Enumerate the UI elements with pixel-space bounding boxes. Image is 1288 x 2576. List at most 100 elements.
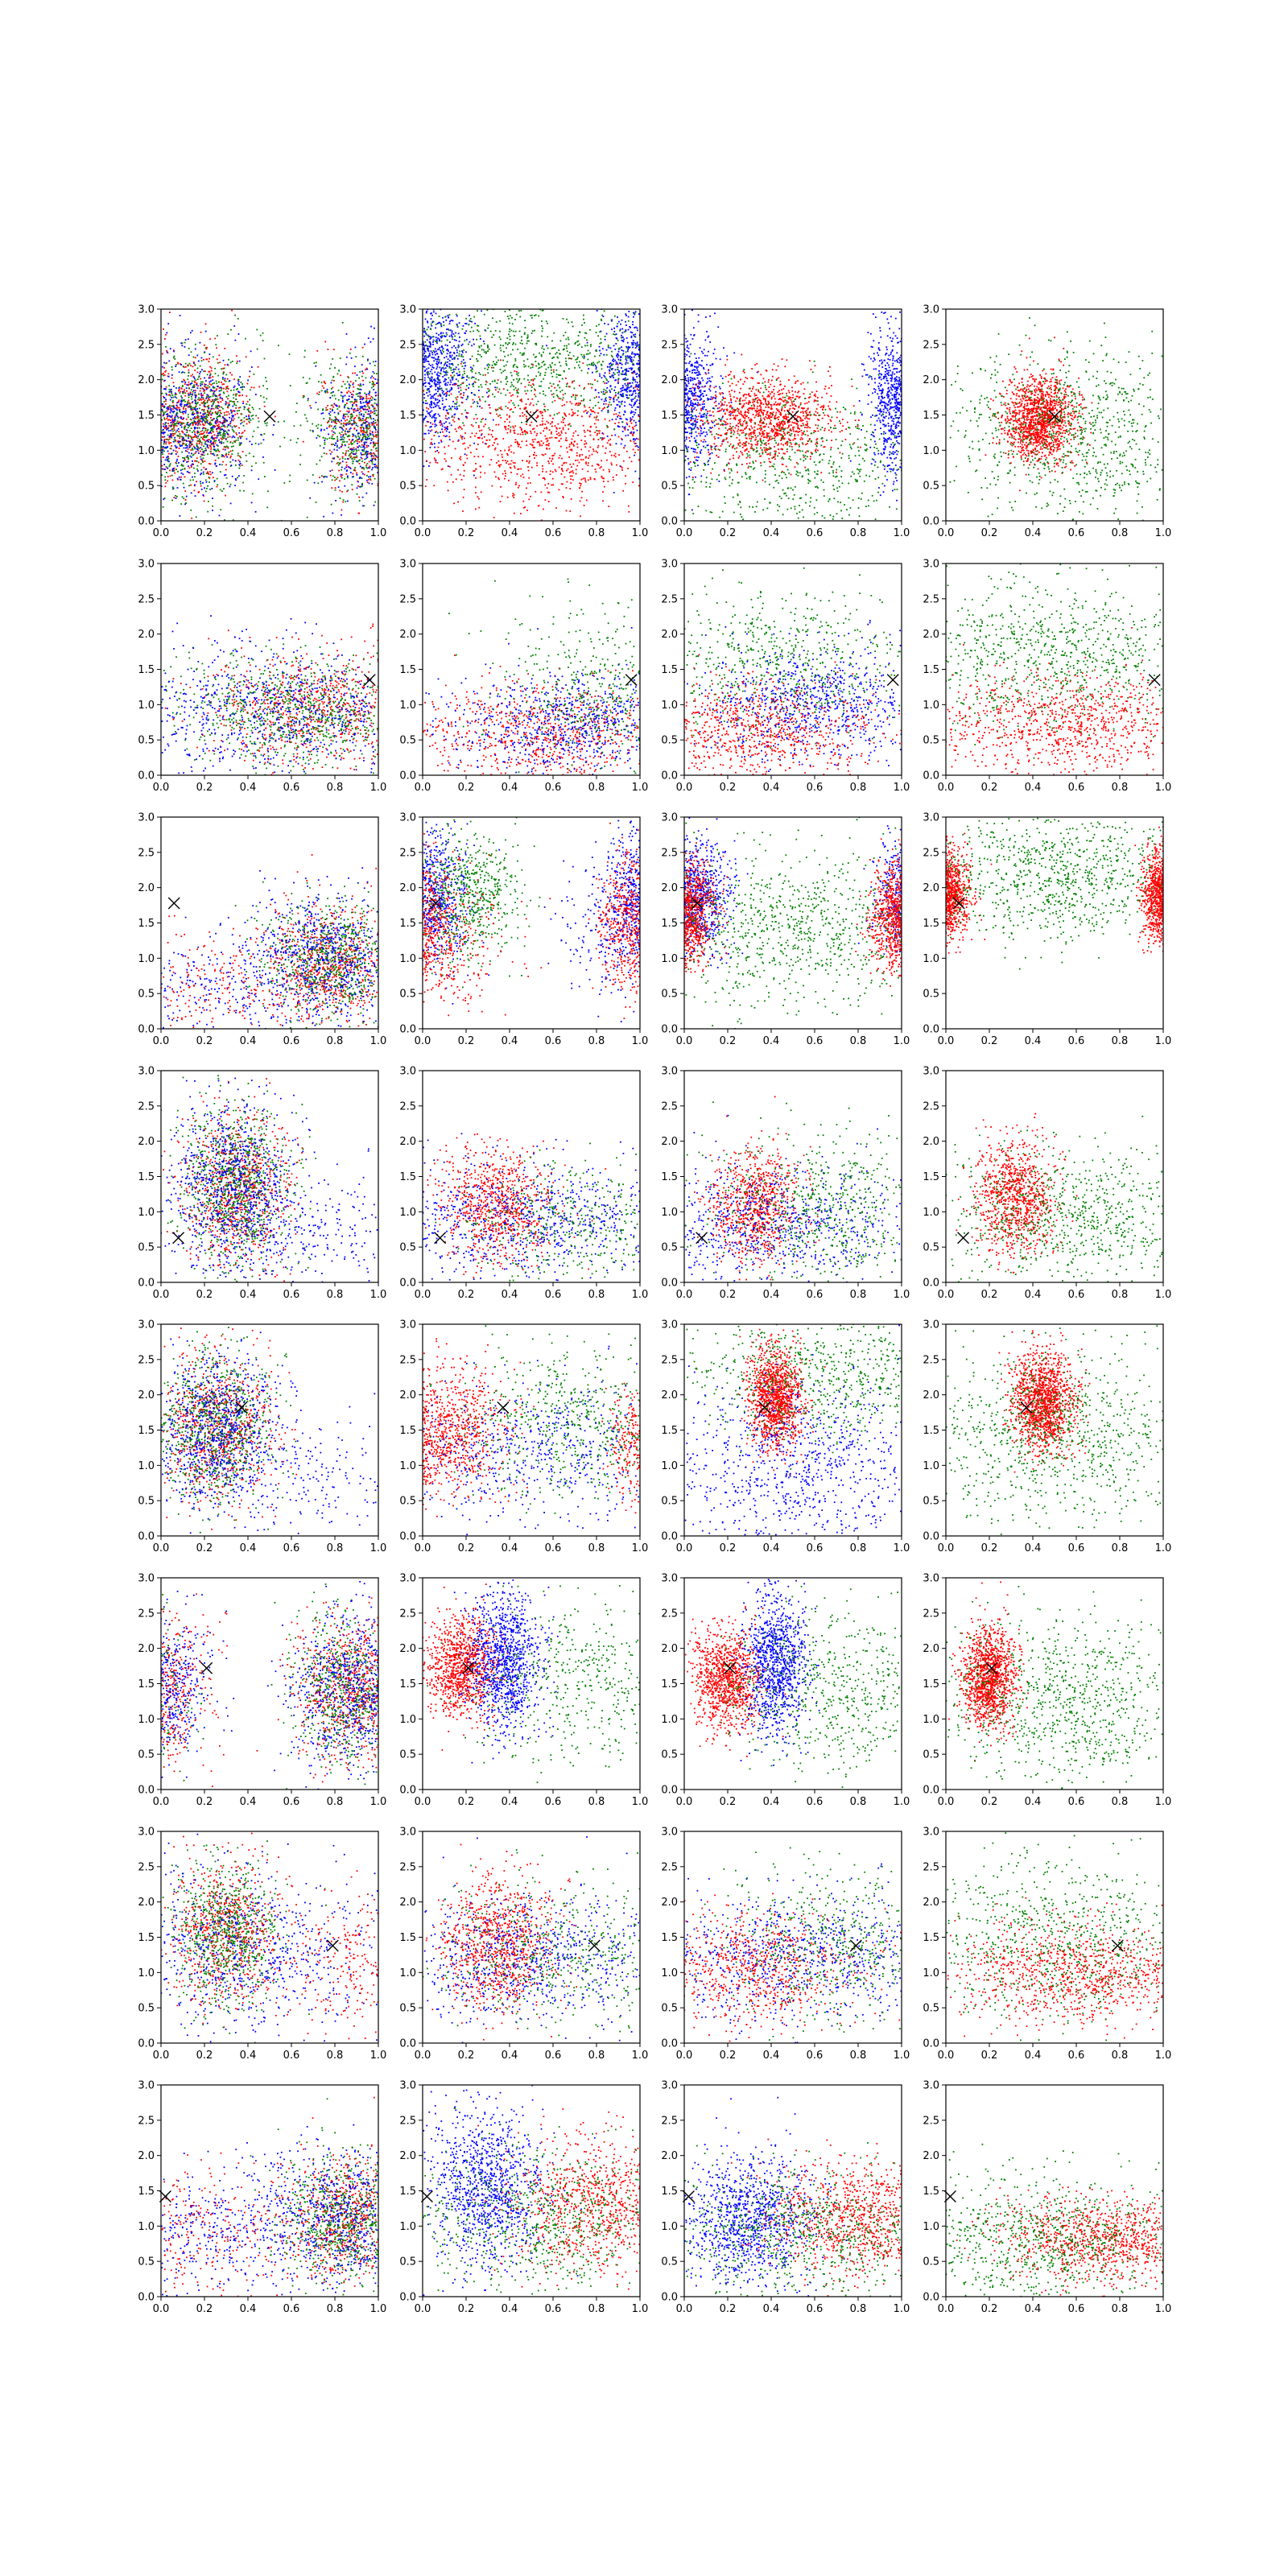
scatter-point xyxy=(216,347,217,349)
scatter-point xyxy=(634,327,635,328)
scatter-point xyxy=(459,322,460,324)
scatter-point xyxy=(336,449,338,451)
scatter-point xyxy=(172,411,174,413)
scatter-point xyxy=(365,411,367,413)
scatter-point xyxy=(258,421,260,423)
scatter-point xyxy=(182,431,184,432)
scatter-point xyxy=(204,414,205,415)
scatter-point xyxy=(200,459,202,460)
scatter-point xyxy=(199,434,200,436)
scatter-point xyxy=(188,424,190,426)
scatter-point xyxy=(631,401,633,402)
scatter-point xyxy=(324,382,326,384)
scatter-point xyxy=(473,402,474,404)
scatter-point xyxy=(295,411,297,413)
scatter-point xyxy=(614,316,616,317)
scatter-point xyxy=(165,363,167,365)
scatter-point xyxy=(559,489,560,490)
scatter-point xyxy=(491,336,493,338)
scatter-point xyxy=(186,404,188,406)
scatter-point xyxy=(485,384,487,386)
scatter-point xyxy=(345,434,347,436)
scatter-point xyxy=(362,373,364,374)
scatter-point xyxy=(515,387,517,389)
scatter-point xyxy=(367,414,369,415)
scatter-point xyxy=(624,374,625,375)
scatter-point xyxy=(543,390,544,392)
scatter-point xyxy=(444,335,445,336)
scatter-point xyxy=(602,500,604,502)
scatter-point xyxy=(572,409,573,411)
scatter-point xyxy=(517,382,518,383)
scatter-point xyxy=(176,425,178,427)
scatter-point xyxy=(167,415,169,417)
scatter-point xyxy=(493,419,494,421)
scatter-point xyxy=(222,417,224,419)
scatter-point xyxy=(635,343,637,345)
scatter-point xyxy=(200,365,201,367)
scatter-point xyxy=(428,382,430,384)
scatter-point xyxy=(182,371,184,373)
scatter-point xyxy=(456,340,457,341)
scatter-point xyxy=(519,316,521,318)
scatter-point xyxy=(358,417,360,419)
scatter-point xyxy=(609,402,610,403)
scatter-point xyxy=(638,368,639,369)
scatter-point xyxy=(345,395,346,397)
scatter-point xyxy=(324,429,325,431)
scatter-point xyxy=(445,320,447,321)
scatter-point xyxy=(625,435,627,436)
scatter-point xyxy=(464,332,466,334)
scatter-point xyxy=(458,345,460,346)
scatter-point xyxy=(367,427,369,428)
scatter-point xyxy=(635,409,637,411)
scatter-point xyxy=(511,384,513,386)
scatter-point xyxy=(367,428,369,430)
scatter-point xyxy=(497,387,498,389)
scatter-point xyxy=(433,350,435,352)
scatter-point xyxy=(163,456,164,458)
scatter-point xyxy=(470,331,472,332)
scatter-point xyxy=(372,431,374,432)
scatter-point xyxy=(357,408,359,410)
scatter-point xyxy=(162,465,163,467)
scatter-point xyxy=(631,407,633,408)
scatter-point xyxy=(516,378,518,380)
scatter-point xyxy=(499,389,501,390)
scatter-point xyxy=(427,335,429,336)
scatter-point xyxy=(266,381,267,382)
scatter-point xyxy=(181,345,183,346)
scatter-point xyxy=(481,310,482,312)
scatter-point xyxy=(479,354,481,356)
scatter-point xyxy=(211,436,213,438)
scatter-point xyxy=(210,430,212,431)
scatter-point xyxy=(425,332,427,334)
scatter-point xyxy=(194,382,196,383)
scatter-point xyxy=(528,365,530,367)
scatter-point xyxy=(448,382,449,383)
scatter-point xyxy=(435,417,436,419)
scatter-point xyxy=(235,407,237,409)
scatter-point xyxy=(214,448,216,450)
scatter-point xyxy=(180,424,182,426)
scatter-point xyxy=(210,410,212,411)
scatter-point xyxy=(630,357,632,358)
scatter-point xyxy=(194,407,196,409)
scatter-point xyxy=(476,433,477,435)
scatter-point xyxy=(447,345,448,346)
scatter-point xyxy=(560,398,562,399)
scatter-point xyxy=(481,345,482,347)
scatter-point xyxy=(370,479,372,481)
scatter-point xyxy=(559,374,560,376)
scatter-point xyxy=(224,380,225,382)
scatter-point xyxy=(205,448,207,449)
scatter-point xyxy=(608,324,609,325)
scatter-point xyxy=(233,394,234,396)
scatter-point xyxy=(521,422,522,423)
scatter-point xyxy=(200,388,201,390)
scatter-point xyxy=(427,413,429,415)
scatter-point xyxy=(369,466,371,468)
scatter-point xyxy=(433,312,435,313)
scatter-point xyxy=(336,405,337,407)
scatter-point xyxy=(549,429,551,431)
